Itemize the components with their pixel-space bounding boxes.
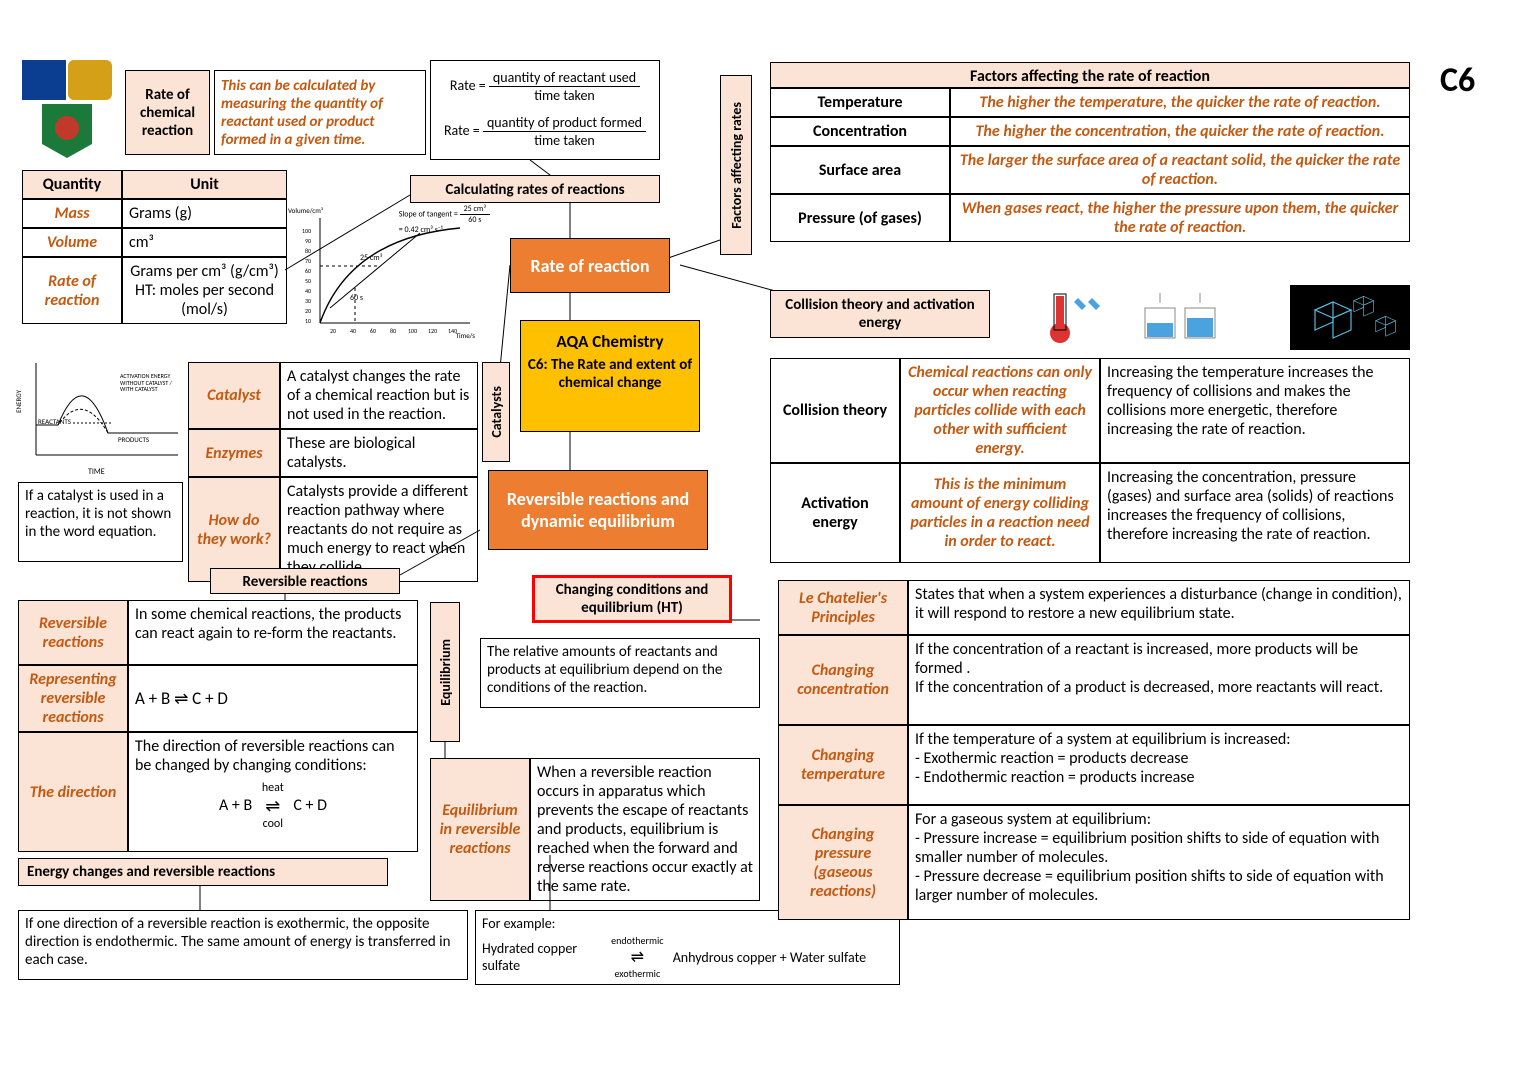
svg-text:20: 20 [305,307,311,315]
reversible-hub: Reversible reactions and dynamic equilib… [488,470,708,550]
svg-text:120: 120 [428,327,437,335]
svg-text:90: 90 [305,237,311,245]
collision-header: Collision theory and activation energy [770,290,990,338]
relative-box: The relative amounts of reactants and pr… [480,638,760,708]
thermometer-icon [1040,288,1120,348]
svg-text:100: 100 [408,327,417,335]
svg-text:100: 100 [302,227,311,235]
catalysts-rotated-label: Catalysts [482,362,510,462]
changing-conditions-header: Changing conditions and equilibrium (HT) [532,575,732,623]
svg-text:80: 80 [305,247,311,255]
svg-text:40: 40 [305,287,311,295]
cubes-icon [1290,285,1410,350]
svg-text:40: 40 [350,327,356,335]
catalyst-table: CatalystA catalyst changes the rate of a… [188,362,478,582]
reversible-reactions-label: Reversible reactions [210,568,400,594]
energy-changes-header: Energy changes and reversible reactions [18,858,388,886]
energy-changes-text: If one direction of a reversible reactio… [18,910,468,980]
svg-text:70: 70 [305,257,311,265]
svg-text:20: 20 [330,327,336,335]
factors-rotated-label: Factors affecting rates [720,75,752,255]
svg-text:10: 10 [305,317,311,325]
svg-text:80: 80 [390,327,396,335]
beakers-icon [1140,288,1240,348]
svg-text:30: 30 [305,297,311,305]
rate-hub: Rate of reaction [510,238,670,293]
page-code: C6 [1440,60,1475,101]
school-crest-icon [22,60,112,160]
lechatelier-table: Le Chatelier's PrinciplesStates that whe… [778,580,1410,920]
factors-table: Factors affecting the rate of reaction T… [770,62,1410,242]
catalyst-note: If a catalyst is used in a reaction, it … [18,482,183,562]
eq-rev-box: Equilibrium in reversible reactions When… [430,758,760,901]
reversible-table: Reversible reactionsIn some chemical rea… [18,600,418,852]
svg-text:60: 60 [305,267,311,275]
rate-desc: This can be calculated by measuring the … [214,70,426,155]
tangent-graph: 10203040 50607080 90100 20406080 1001201… [300,208,475,338]
central-topic: AQA Chemistry C6: The Rate and extent of… [520,320,700,432]
catalyst-energy-diagram: ENERGY TIME REACTANTS PRODUCTS ACTIVATIO… [18,355,183,475]
rate-label: Rate of chemical reaction [125,70,210,155]
svg-text:50: 50 [305,277,311,285]
collision-table: Collision theory Chemical reactions can … [770,358,1410,563]
svg-text:60: 60 [370,327,376,335]
units-table: Quantity Unit Mass Grams (g) Volume cm³ … [22,170,287,324]
equilibrium-rotated-label: Equilibrium [430,602,460,742]
rate-formulas: Rate = quantity of reactant usedtime tak… [430,60,660,160]
calc-rates-label: Calculating rates of reactions [410,175,660,203]
energy-example: For example: Hydrated copper sulfate end… [475,910,900,985]
